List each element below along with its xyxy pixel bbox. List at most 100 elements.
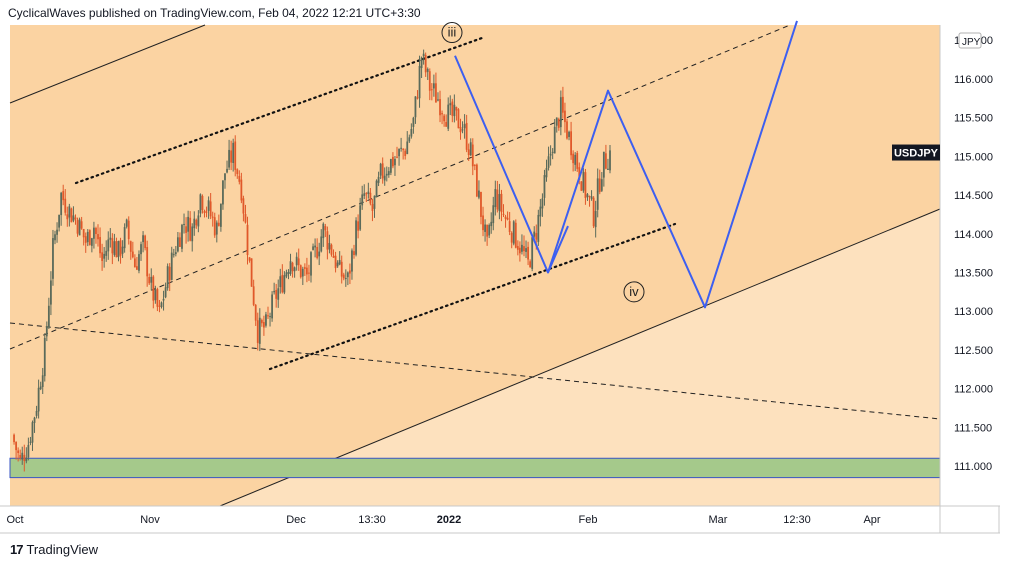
- candle-body: [293, 267, 296, 272]
- candle-body: [338, 260, 341, 265]
- candle-body: [185, 226, 187, 233]
- candle-body: [217, 222, 220, 226]
- candle-body: [482, 215, 484, 231]
- candle-body: [168, 266, 171, 281]
- candle-body: [107, 239, 110, 252]
- candle-body: [295, 256, 298, 266]
- candle-body: [74, 217, 77, 220]
- candle-body: [570, 131, 572, 156]
- candle-body: [86, 231, 89, 243]
- candle-body: [99, 237, 101, 254]
- candle-body: [119, 240, 122, 256]
- candle-body: [215, 222, 218, 235]
- candle-body: [455, 106, 458, 111]
- candle-body: [424, 54, 427, 73]
- candle-body: [127, 220, 130, 240]
- candle-body: [88, 230, 91, 245]
- candle-body: [525, 248, 527, 252]
- candle-body: [498, 194, 501, 211]
- candle-body: [203, 210, 206, 214]
- candle-body: [111, 238, 114, 254]
- candle-body: [80, 221, 83, 229]
- candle-body: [174, 252, 177, 255]
- channel-upper-dotted: [74, 36, 484, 185]
- candle-body: [533, 231, 536, 237]
- price-tick-label: 113.500: [954, 268, 993, 280]
- candle-body: [551, 151, 554, 153]
- symbol-badge-label: USDJPY: [894, 148, 939, 160]
- candle-body: [287, 272, 290, 274]
- tradingview-brand[interactable]: 17 TradingView: [10, 542, 98, 557]
- candle-body: [117, 241, 120, 258]
- candle-body: [609, 150, 611, 171]
- candle-body: [181, 224, 183, 249]
- candle-body: [437, 99, 439, 101]
- candle-body: [299, 265, 302, 278]
- candle-body: [547, 156, 550, 168]
- candle-body: [158, 305, 161, 307]
- channel-mid-dashed: [9, 24, 791, 350]
- candle-body: [160, 302, 163, 308]
- candle-body: [473, 164, 476, 166]
- candle-body: [371, 203, 374, 211]
- candle-body: [250, 258, 253, 287]
- candle-body: [172, 254, 175, 256]
- candle-body: [269, 316, 271, 318]
- candle-body: [27, 444, 30, 458]
- candle-body: [439, 99, 441, 116]
- candle-body: [385, 173, 388, 176]
- candle-body: [336, 262, 339, 267]
- candle-body: [95, 228, 97, 235]
- candle-body: [131, 251, 134, 258]
- candle-body: [35, 410, 38, 416]
- candle-body: [351, 250, 353, 272]
- brand-name: TradingView: [26, 542, 99, 557]
- price-tick-label: 115.000: [954, 151, 993, 163]
- candle-body: [527, 246, 529, 260]
- candle-body: [582, 171, 585, 191]
- candle-body: [23, 454, 26, 461]
- time-tick-label: Dec: [286, 514, 306, 526]
- candle-body: [537, 214, 540, 242]
- candle-body: [541, 198, 544, 209]
- candle-body: [84, 236, 87, 243]
- candle-body: [516, 246, 519, 250]
- candle-body: [383, 175, 386, 181]
- candle-body: [361, 194, 364, 206]
- candle-body: [590, 196, 593, 199]
- candle-body: [45, 326, 48, 337]
- time-tick-label: Apr: [863, 514, 880, 526]
- candle-body: [260, 320, 263, 324]
- candle-body: [267, 315, 269, 317]
- candle-body: [406, 141, 409, 155]
- candle-body: [435, 83, 437, 103]
- candle-body: [404, 150, 407, 156]
- candle-body: [138, 254, 140, 271]
- candle-body: [508, 221, 511, 233]
- candle-body: [303, 267, 306, 269]
- time-tick-label: Mar: [709, 514, 728, 526]
- candle-body: [607, 168, 609, 170]
- candle-body: [68, 206, 71, 218]
- candle-body: [600, 179, 603, 191]
- outer-lower-line: [219, 208, 941, 507]
- candle-body: [19, 454, 22, 458]
- candle-body: [375, 180, 378, 198]
- candle-body: [101, 252, 104, 261]
- currency-label: JPY: [962, 37, 981, 48]
- candle-body: [166, 266, 169, 289]
- symbol-badge: [892, 144, 940, 161]
- candle-body: [43, 337, 46, 377]
- candle-body: [486, 224, 489, 237]
- candle-body: [219, 203, 222, 227]
- candle-body: [156, 289, 159, 307]
- candle-body: [103, 253, 106, 259]
- currency-box: [958, 32, 982, 49]
- candle-body: [242, 198, 245, 214]
- candle-body: [512, 221, 515, 244]
- candle-body: [392, 156, 394, 167]
- candle-body: [355, 220, 357, 255]
- candle-body: [334, 255, 337, 269]
- candle-body: [109, 237, 112, 240]
